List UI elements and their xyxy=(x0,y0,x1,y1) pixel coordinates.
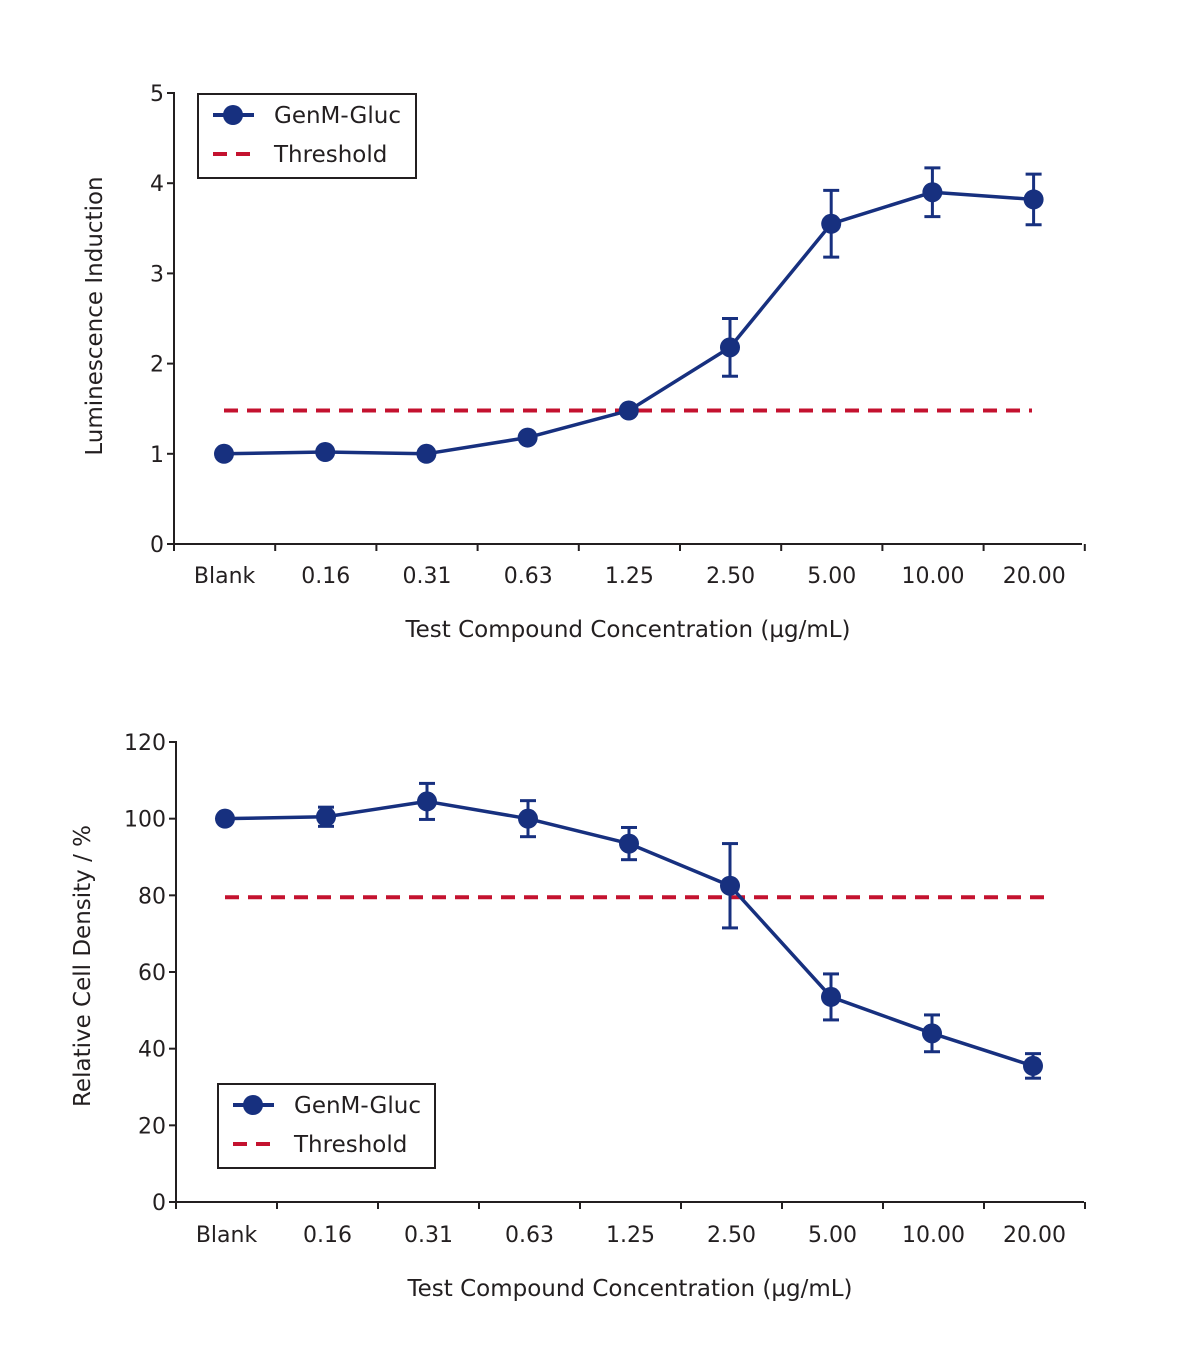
data-point xyxy=(1023,1055,1043,1076)
y-tick-label: 4 xyxy=(150,172,164,197)
x-tick-label: 20.00 xyxy=(1003,564,1066,589)
legend-series-label: GenM-Gluc xyxy=(294,1093,421,1119)
legend-threshold-label: Threshold xyxy=(293,1132,407,1158)
data-point xyxy=(214,443,234,464)
x-tick-label: 20.00 xyxy=(1003,1223,1066,1248)
x-axis-title: Test Compound Concentration (µg/mL) xyxy=(406,1276,852,1302)
legend-series-label: GenM-Gluc xyxy=(274,103,401,129)
x-tick-label: 5.00 xyxy=(807,564,856,589)
x-tick-label: 0.63 xyxy=(505,1223,554,1248)
data-point xyxy=(922,1023,942,1044)
data-point xyxy=(821,986,841,1007)
legend-threshold-label: Threshold xyxy=(273,142,387,168)
x-tick-label: 1.25 xyxy=(606,1223,655,1248)
x-tick-label: 0.63 xyxy=(504,564,553,589)
x-tick-label: Blank xyxy=(196,1223,258,1248)
x-tick-label: 10.00 xyxy=(902,1223,965,1248)
x-tick-label: Blank xyxy=(194,564,256,589)
data-point xyxy=(619,833,639,854)
y-tick-label: 40 xyxy=(138,1038,166,1063)
y-axis-title: Luminescence Induction xyxy=(82,176,108,455)
data-point xyxy=(518,808,538,829)
x-tick-label: 2.50 xyxy=(707,1223,756,1248)
data-point xyxy=(1023,189,1044,210)
data-point xyxy=(416,443,437,464)
x-tick-label: 5.00 xyxy=(808,1223,857,1248)
data-point xyxy=(720,875,740,896)
data-point xyxy=(315,441,336,462)
x-tick-label: 0.31 xyxy=(404,1223,453,1248)
y-tick-label: 100 xyxy=(124,808,166,833)
data-point xyxy=(417,791,437,812)
legend-series-marker xyxy=(243,1095,263,1115)
y-tick-label: 3 xyxy=(150,262,164,287)
x-tick-label: 0.16 xyxy=(303,1223,352,1248)
x-tick-label: 0.16 xyxy=(301,564,350,589)
y-tick-label: 1 xyxy=(150,443,164,468)
x-tick-label: 2.50 xyxy=(706,564,755,589)
data-point xyxy=(517,427,538,448)
data-point xyxy=(316,806,336,827)
y-tick-label: 5 xyxy=(150,82,164,107)
luminescence-chart: 0 1 2 3 4 5 Blank 0.16 0.31 0.63 1.25 2.50 5.00 10.00… xyxy=(82,82,1086,643)
y-axis-title: Relative Cell Density / % xyxy=(70,825,96,1107)
y-tick-label: 120 xyxy=(124,731,166,756)
x-tick-label: 10.00 xyxy=(902,564,965,589)
data-point xyxy=(720,337,740,358)
data-point xyxy=(618,400,639,421)
y-tick-label: 60 xyxy=(138,961,166,986)
data-point xyxy=(922,182,943,203)
cell-density-chart: 0 20 40 60 80 100 120 Blank 0.16 0.31 0.63 1.25 2.50… xyxy=(70,731,1086,1302)
y-tick-label: 20 xyxy=(138,1114,166,1139)
data-point xyxy=(215,808,235,829)
data-point xyxy=(821,213,842,234)
y-tick-label: 80 xyxy=(138,884,166,909)
legend-series-marker xyxy=(223,105,243,125)
y-tick-label: 2 xyxy=(150,353,164,378)
y-tick-label: 0 xyxy=(152,1191,166,1216)
y-tick-label: 0 xyxy=(150,533,164,558)
x-tick-label: 1.25 xyxy=(605,564,654,589)
x-tick-label: 0.31 xyxy=(403,564,452,589)
x-axis-title: Test Compound Concentration (µg/mL) xyxy=(404,617,850,643)
